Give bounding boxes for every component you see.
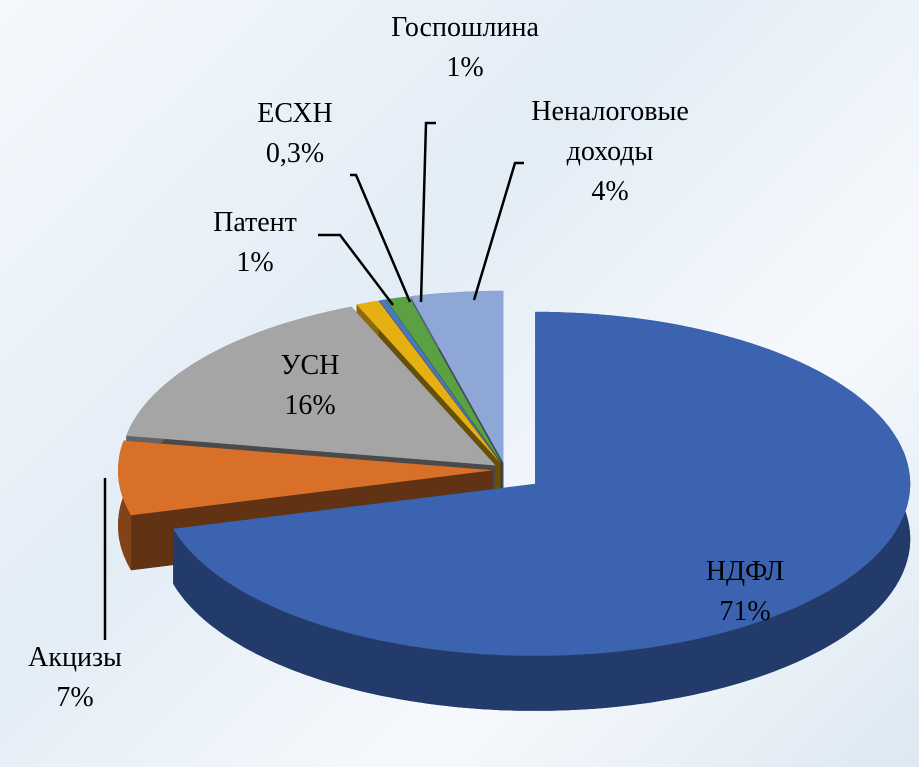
label-name: ЕСХН [257,98,333,129]
slice [356,300,501,464]
slice [173,311,911,656]
slice [410,290,504,463]
label-name: НДФЛ [705,556,785,587]
leader-line [472,161,524,301]
leader-line [419,121,436,303]
slice-label: Госпошлина 1% [370,8,560,88]
slice-label: Патент 1% [185,203,325,283]
label-name: УСН [280,350,340,381]
slice-label: УСН 16% [250,346,370,426]
slice [379,299,502,464]
slice-label: Неналоговые доходы 4% [521,92,699,212]
label-name: Неналоговые доходы [531,96,689,167]
slice [386,296,502,464]
label-name: Акцизы [28,642,122,673]
leader-line [350,173,412,303]
label-value: 1% [446,52,484,83]
label-name: Госпошлина [391,12,539,43]
slice-label: ЕСХН 0,3% [235,94,355,174]
label-value: 16% [284,390,336,421]
slice [118,440,493,516]
slice [126,306,496,466]
label-value: 71% [719,596,771,627]
label-value: 0,3% [265,138,325,169]
label-name: Патент [213,207,297,238]
label-value: 1% [236,247,274,278]
label-value: 7% [56,682,94,713]
slice-label: НДФЛ 71% [675,552,815,632]
leader-line [318,233,394,306]
label-value: 4% [591,176,629,207]
slice-label: Акцизы 7% [5,638,145,718]
